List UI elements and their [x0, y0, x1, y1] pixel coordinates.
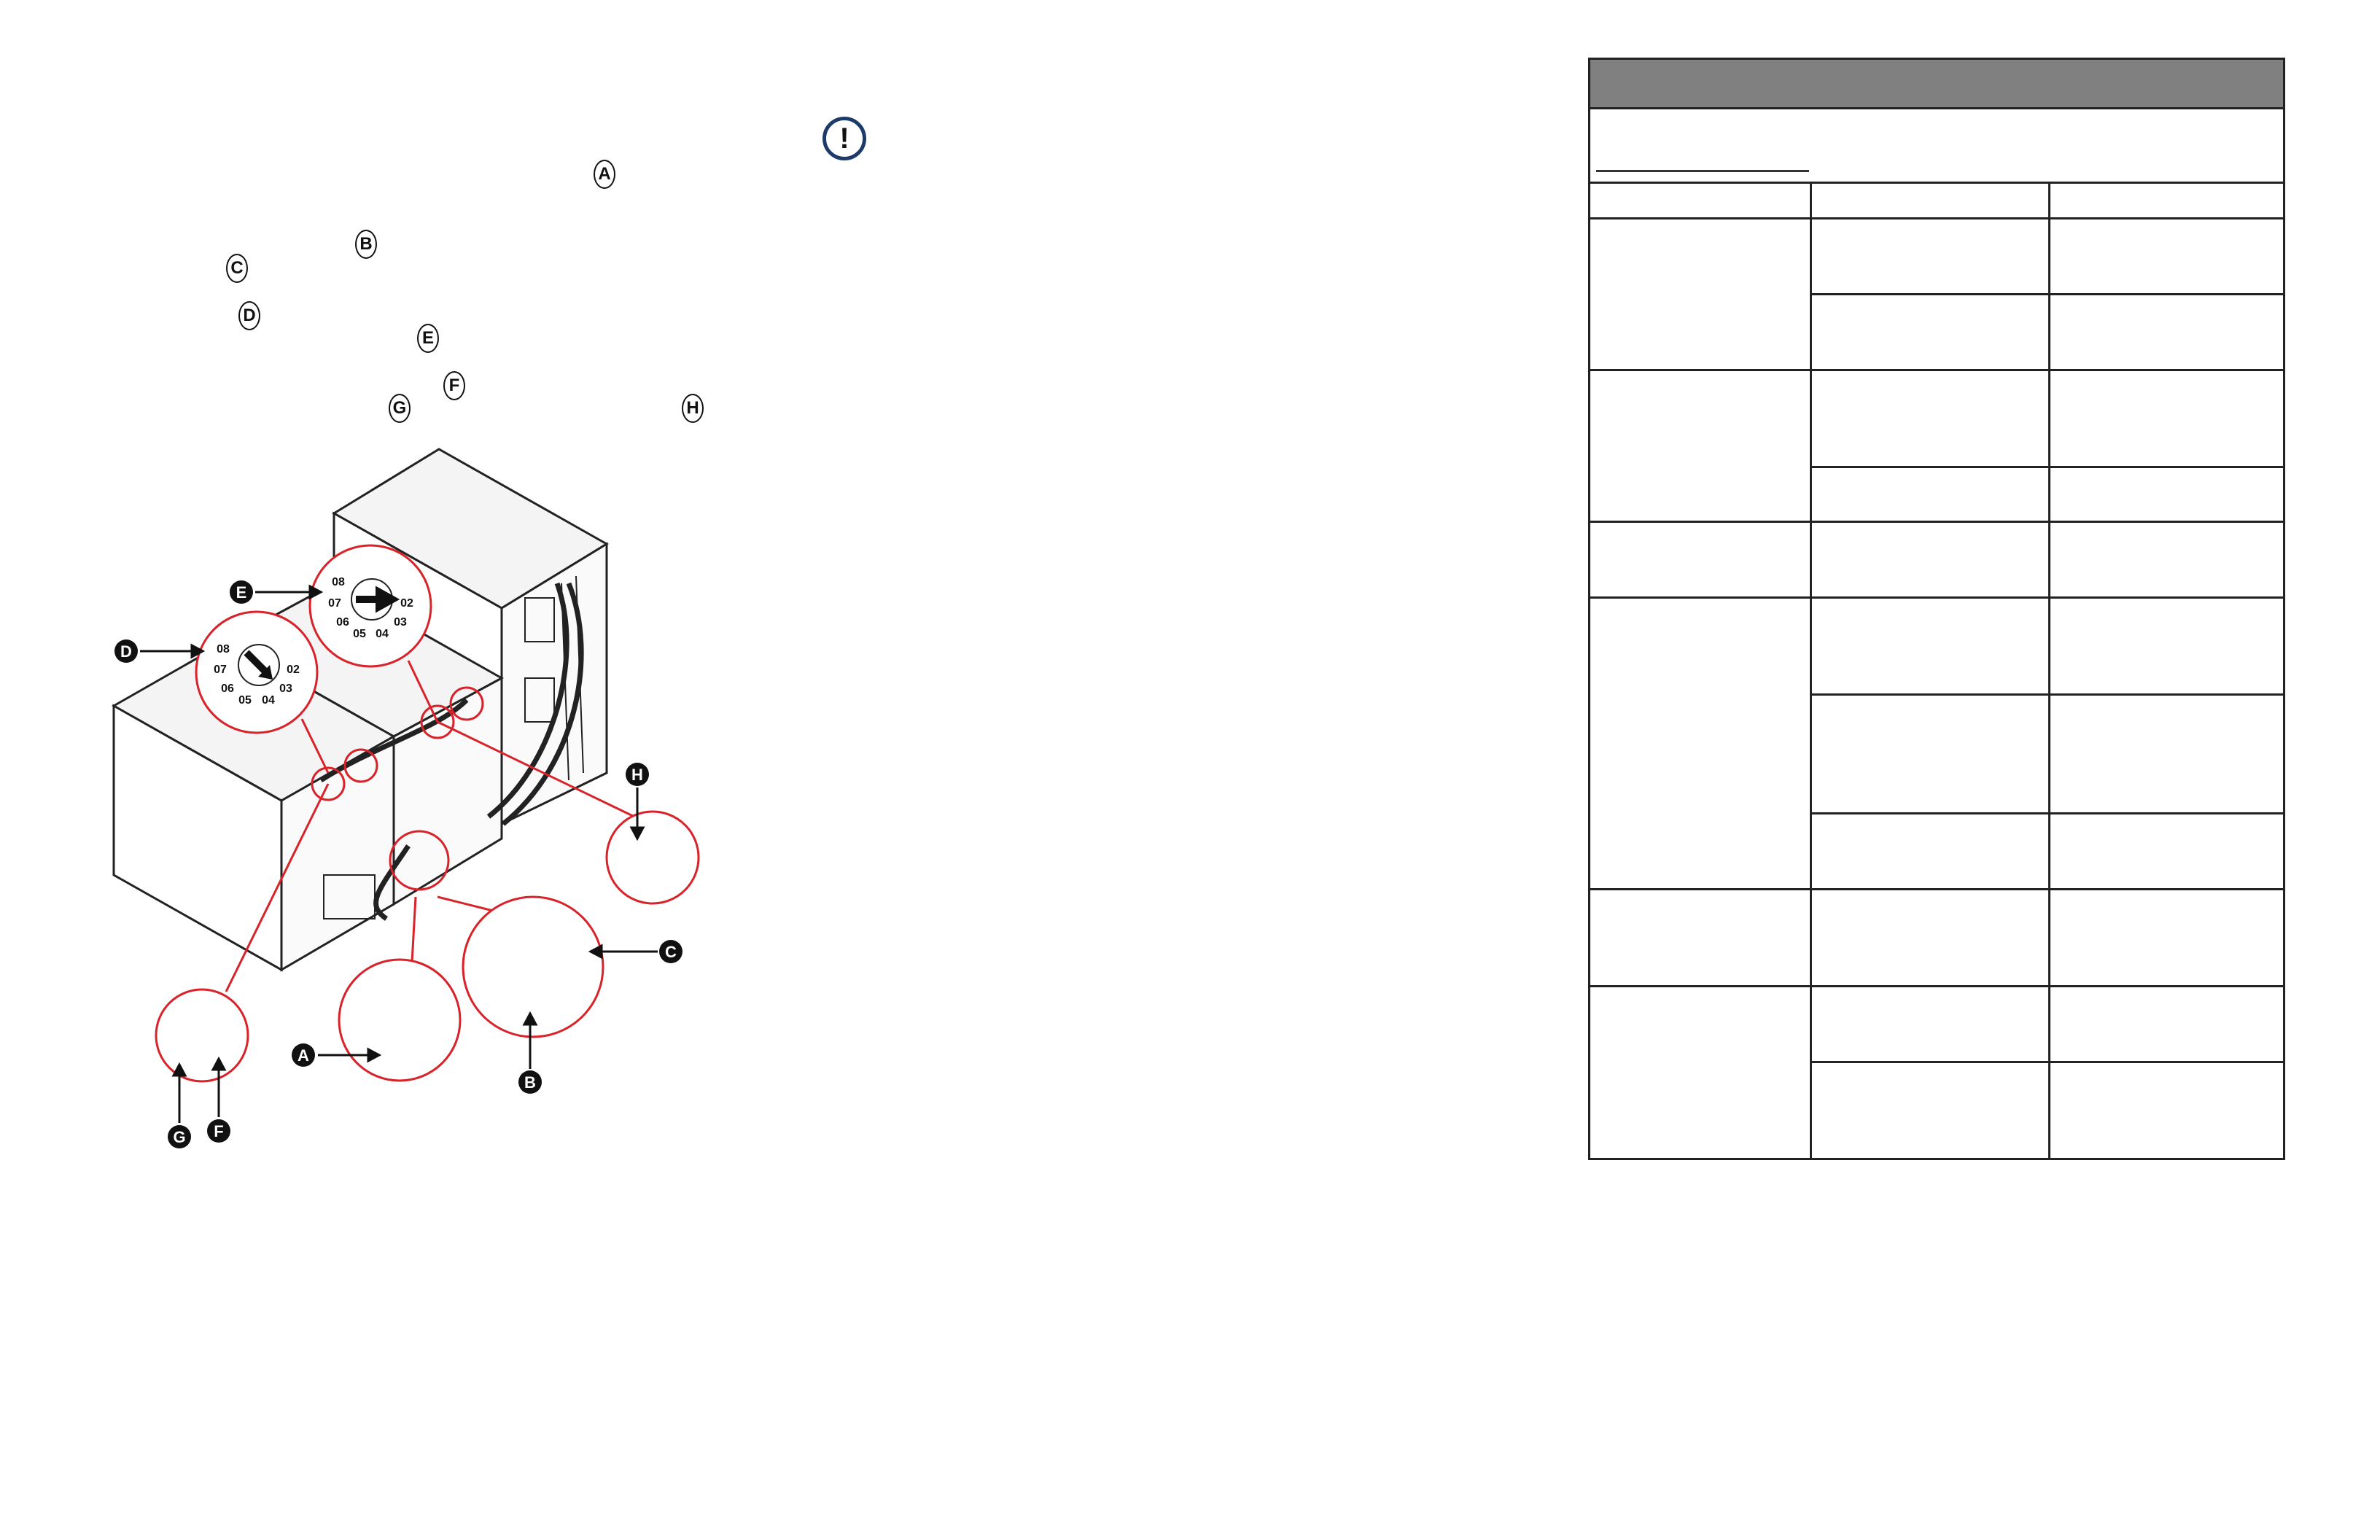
dial-e-07: 07	[328, 597, 341, 610]
row-divider	[1810, 1061, 2283, 1063]
callout-circles	[155, 544, 700, 1083]
dial-e: 08 07 06 05 04 03 02	[328, 576, 413, 640]
row-divider	[1810, 293, 2283, 295]
dial-e-06: 06	[336, 616, 349, 629]
dial-d: 08 07 06 05 04 03 02	[214, 643, 300, 707]
intro-underline	[1596, 170, 1809, 172]
specification-table	[1588, 58, 2285, 1160]
step-marker-a: A	[594, 160, 615, 189]
label-c: C	[665, 943, 677, 961]
cabinets	[111, 448, 609, 972]
label-g: G	[173, 1128, 185, 1146]
label-d: D	[120, 642, 132, 661]
table-intro	[1590, 107, 2283, 184]
dial-e-05: 05	[353, 628, 366, 640]
column-divider-1	[1810, 182, 1812, 1158]
callout-circle-c	[462, 895, 604, 1038]
dial-d-06: 06	[221, 682, 234, 695]
callout-circle-a	[338, 958, 462, 1082]
callout-circle-h	[605, 810, 700, 905]
label-e: E	[236, 583, 247, 602]
row-divider	[1810, 693, 2283, 696]
step-marker-b: B	[355, 230, 377, 259]
label-h: H	[631, 766, 643, 784]
row-divider	[1810, 812, 2283, 814]
step-marker-f: F	[443, 371, 465, 400]
dial-d-05: 05	[238, 694, 252, 707]
group-divider	[1590, 521, 2283, 523]
column-divider-2	[2048, 182, 2050, 1158]
dial-d-07: 07	[214, 664, 227, 676]
dial-d-08: 08	[217, 643, 230, 656]
dial-d-03: 03	[279, 682, 292, 695]
step-marker-g: G	[389, 394, 411, 423]
table-header-bar	[1590, 60, 2283, 109]
group-divider	[1590, 888, 2283, 890]
group-divider	[1590, 985, 2283, 987]
group-divider	[1590, 369, 2283, 371]
callout-circle-d	[195, 610, 319, 734]
step-marker-h: H	[682, 394, 704, 423]
callout-circle-fg	[155, 988, 249, 1083]
label-a: A	[298, 1046, 309, 1065]
callout-lines	[225, 660, 635, 992]
step-marker-d: D	[238, 301, 260, 330]
warning-icon: !	[822, 117, 866, 160]
label-f: F	[214, 1122, 223, 1140]
label-b: B	[524, 1073, 536, 1092]
dial-e-03: 03	[394, 616, 407, 629]
column-header-divider	[1590, 217, 2283, 219]
dial-d-02: 02	[287, 664, 300, 676]
dial-e-02: 02	[400, 597, 413, 610]
dial-e-04: 04	[376, 628, 389, 640]
group-divider	[1590, 596, 2283, 599]
installation-figure: 08 07 06 05 04 03 02 08 07 06 05 04 03 0…	[111, 448, 700, 1148]
dial-d-04: 04	[262, 694, 275, 707]
dial-e-08: 08	[332, 576, 345, 588]
step-marker-c: C	[226, 254, 248, 283]
callout-circle-e	[308, 544, 432, 668]
step-marker-e: E	[417, 324, 439, 353]
row-divider	[1810, 466, 2283, 468]
